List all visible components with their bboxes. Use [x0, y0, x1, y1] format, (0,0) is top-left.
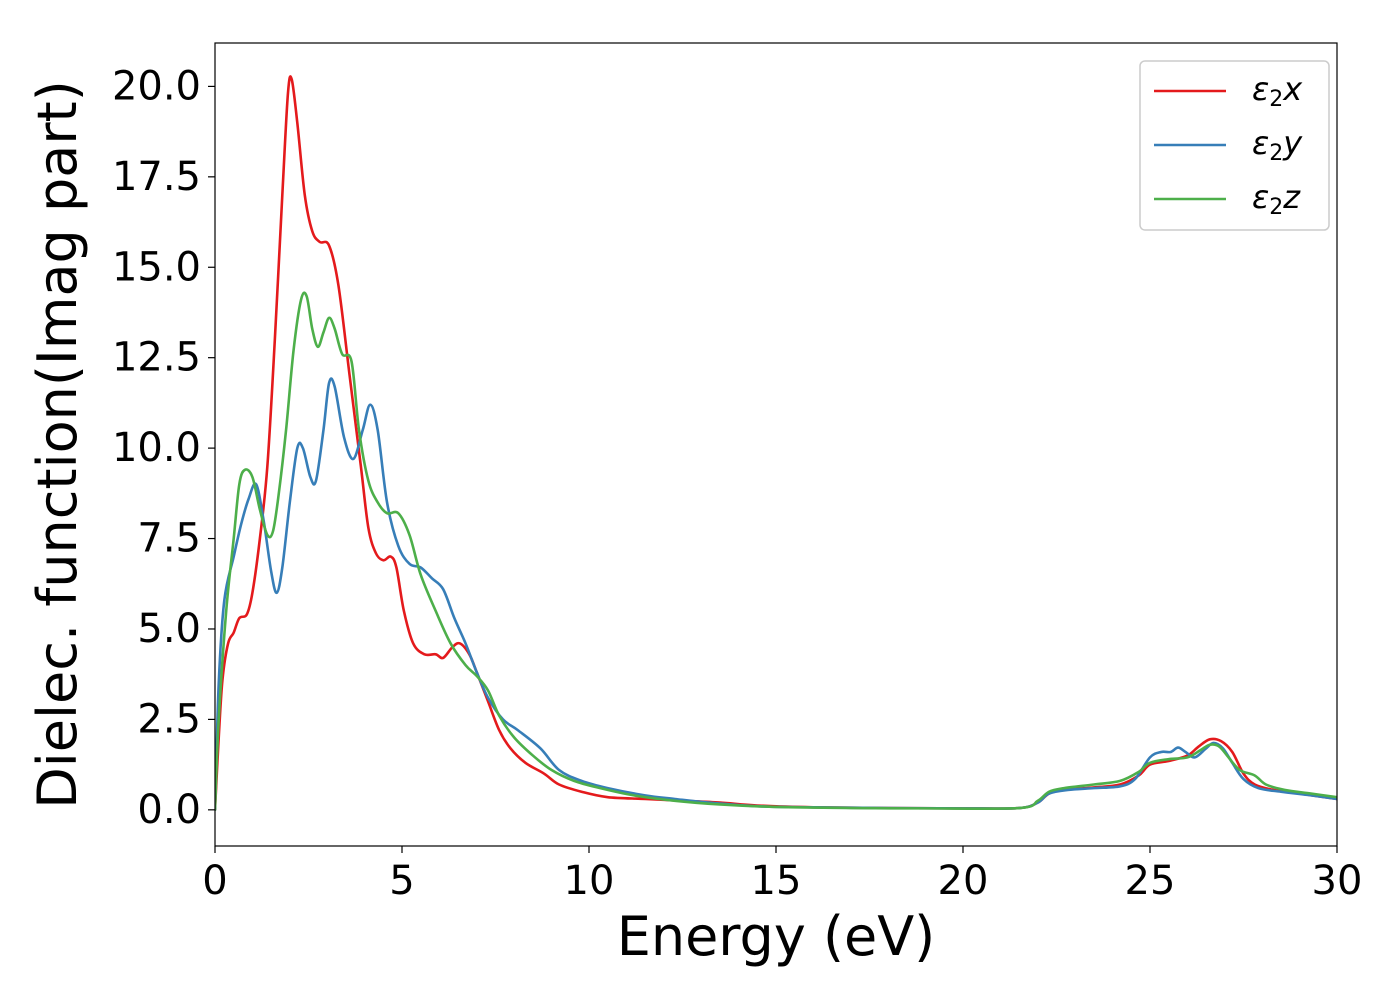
x-tick-label: 25 [1125, 858, 1176, 904]
x-axis-title: Energy (eV) [617, 905, 936, 968]
y-tick-label: 7.5 [137, 516, 201, 562]
y-tick-label: 20.0 [112, 63, 201, 109]
x-tick-label: 20 [938, 858, 989, 904]
plot-layer [215, 75, 1337, 812]
y-tick-label: 2.5 [137, 696, 201, 742]
y-tick-label: 15.0 [112, 244, 201, 290]
legend-label-y: ε2y [1252, 124, 1303, 166]
legend-label-x: ε2x [1252, 70, 1303, 112]
legend-label-z: ε2z [1252, 178, 1301, 220]
legend-box [1139, 60, 1330, 231]
y-axis-ticks: 0.0 2.5 5.0 7.5 10.0 12.5 15.0 17.5 20.0 [112, 63, 215, 833]
y-tick-label: 10.0 [112, 425, 201, 471]
x-tick-label: 30 [1312, 858, 1363, 904]
x-tick-label: 15 [751, 858, 802, 904]
series-line-z [215, 291, 1337, 812]
legend: ε2x ε2y ε2z [1139, 60, 1330, 231]
x-tick-label: 0 [202, 858, 227, 904]
y-tick-label: 17.5 [112, 154, 201, 200]
y-tick-label: 12.5 [112, 335, 201, 381]
plot-frame [214, 42, 1338, 847]
y-tick-label: 5.0 [137, 606, 201, 652]
y-tick-label: 0.0 [137, 787, 201, 833]
x-tick-label: 5 [389, 858, 414, 904]
y-axis-title: Dielec. function(Imag part) [26, 80, 89, 809]
x-axis-ticks: 0 5 10 15 20 25 30 [202, 846, 1362, 904]
x-tick-label: 10 [564, 858, 615, 904]
series-line-y [215, 377, 1337, 812]
